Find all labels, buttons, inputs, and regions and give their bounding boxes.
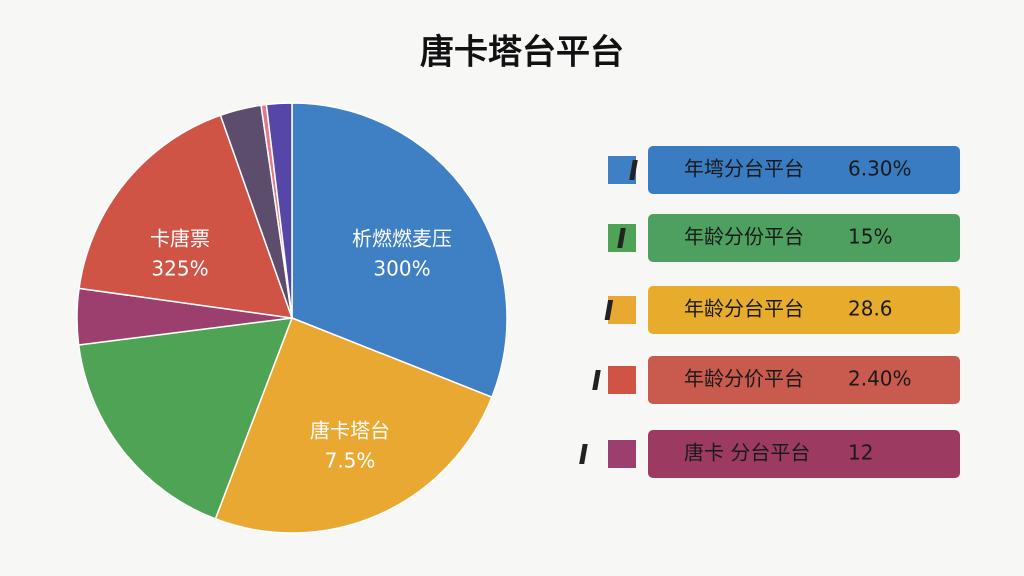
pie-slice: [291, 102, 508, 399]
slice-label: 唐卡塔台: [310, 419, 390, 443]
legend-mark: [617, 228, 626, 248]
legend-value: 2.40%: [848, 367, 912, 391]
legend-label: 年龄分份平台: [684, 225, 804, 249]
legend-bar: [648, 430, 960, 478]
legend-value: 6.30%: [848, 157, 912, 181]
chart-title: 唐卡塔台平台: [420, 33, 624, 73]
legend-value: 28.6: [848, 297, 893, 321]
pie-slice: [77, 317, 294, 520]
slice-label: 卡唐票: [150, 227, 210, 251]
legend-swatch: [608, 440, 636, 468]
slice-value: 7.5%: [325, 449, 376, 473]
legend-mark: [604, 300, 614, 320]
slice-label: 析燃燃麦压: [352, 227, 452, 251]
legend-mark: [592, 370, 601, 390]
legend-label: 年龄分价平台: [684, 367, 804, 391]
slice-value: 325%: [151, 257, 208, 281]
pie-slice: [214, 317, 493, 534]
pie-slice: [265, 102, 293, 319]
legend-bar: [648, 146, 960, 194]
legend-bar: [648, 286, 960, 334]
legend-label: 年塆分台平台: [684, 157, 804, 181]
legend-swatch: [608, 366, 636, 394]
slice-value: 300%: [373, 257, 430, 281]
legend-label: 唐卡 分台平台: [684, 441, 810, 465]
pie-slice: [78, 114, 294, 319]
legend-value: 15%: [848, 225, 892, 249]
legend-mark: [629, 160, 638, 180]
legend-label: 年龄分台平台: [684, 297, 804, 321]
legend-bar: [648, 356, 960, 404]
legend-value: 12: [848, 441, 873, 465]
legend-mark: [579, 444, 588, 464]
legend-bar: [648, 214, 960, 262]
